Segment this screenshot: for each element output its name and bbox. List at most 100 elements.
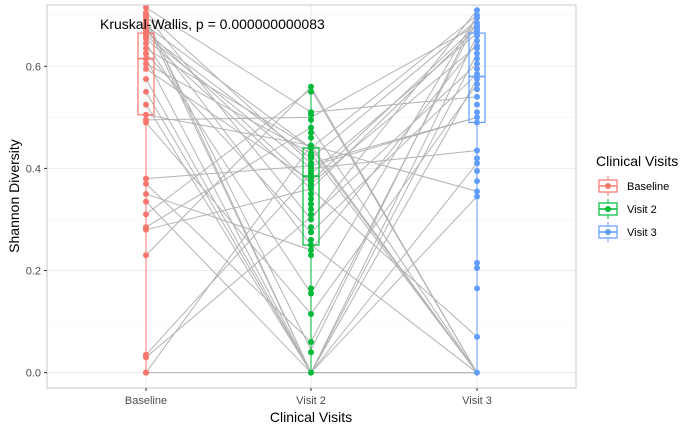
y-axis-ticks: 0.0 0.2 0.4 0.6: [26, 61, 47, 380]
data-point: [474, 65, 480, 72]
data-point: [143, 111, 149, 118]
data-point: [308, 201, 314, 208]
data-point: [474, 178, 480, 185]
data-point: [308, 88, 314, 95]
data-point: [143, 76, 149, 83]
data-points: [143, 4, 480, 376]
data-point: [474, 160, 480, 167]
data-point: [474, 193, 480, 200]
data-point: [143, 45, 149, 52]
data-point: [143, 65, 149, 72]
data-point: [143, 211, 149, 218]
legend-item: Baseline: [598, 176, 669, 196]
data-point: [474, 37, 480, 44]
data-point: [308, 369, 314, 376]
data-point: [308, 247, 314, 254]
data-point: [308, 129, 314, 136]
x-axis-label: Clinical Visits: [270, 409, 352, 425]
data-point: [308, 196, 314, 203]
legend-title: Clinical Visits: [596, 153, 678, 169]
legend-keys: Baseline Visit 2 Visit 3: [598, 176, 669, 242]
data-point: [308, 339, 314, 346]
data-point: [474, 119, 480, 126]
data-point: [143, 180, 149, 187]
data-point: [474, 285, 480, 292]
data-point: [143, 4, 149, 11]
data-point: [474, 76, 480, 83]
data-point: [143, 88, 149, 95]
data-point: [474, 114, 480, 121]
data-point: [474, 7, 480, 14]
data-point: [308, 206, 314, 213]
data-point: [474, 60, 480, 67]
data-point: [308, 252, 314, 259]
data-point: [143, 35, 149, 42]
y-tick-label: 0.6: [26, 61, 41, 73]
data-point: [308, 242, 314, 249]
data-point: [308, 216, 314, 223]
data-point: [308, 236, 314, 243]
x-tick-label: Visit 2: [296, 395, 326, 407]
data-point: [143, 369, 149, 376]
data-point: [143, 252, 149, 259]
data-point: [308, 116, 314, 123]
legend-item: Visit 2: [598, 199, 657, 219]
data-point: [308, 211, 314, 218]
data-point: [143, 354, 149, 361]
data-point: [474, 55, 480, 62]
y-axis-label: Shannon Diversity: [6, 139, 22, 253]
data-point: [143, 101, 149, 108]
legend-item: Visit 3: [598, 222, 657, 242]
data-point: [308, 134, 314, 141]
data-point: [474, 81, 480, 88]
data-point: [143, 190, 149, 197]
data-point: [308, 190, 314, 197]
data-point: [308, 83, 314, 90]
legend-key-point: [605, 206, 611, 212]
x-axis-ticks: Baseline Visit 2 Visit 3: [125, 388, 492, 407]
data-point: [143, 226, 149, 233]
data-point: [308, 155, 314, 162]
data-point: [308, 285, 314, 292]
x-tick-label: Baseline: [125, 395, 167, 407]
y-tick-label: 0.2: [26, 266, 41, 278]
data-point: [308, 229, 314, 236]
y-tick-label: 0.4: [26, 163, 41, 175]
data-point: [308, 185, 314, 192]
data-point: [308, 111, 314, 118]
data-point: [143, 198, 149, 205]
data-point: [474, 70, 480, 77]
data-point: [143, 40, 149, 47]
data-point: [308, 290, 314, 297]
data-point: [474, 14, 480, 21]
data-point: [143, 119, 149, 126]
data-point: [474, 155, 480, 162]
data-point: [474, 369, 480, 376]
data-point: [308, 124, 314, 131]
legend-label: Baseline: [627, 181, 669, 193]
data-point: [474, 50, 480, 57]
x-tick-label: Visit 3: [462, 395, 492, 407]
data-point: [474, 167, 480, 174]
data-point: [474, 264, 480, 271]
data-point: [474, 45, 480, 52]
data-point: [474, 259, 480, 266]
legend: Clinical Visits Baseline Visit 2 Visit 3: [596, 153, 678, 242]
data-point: [143, 60, 149, 67]
kruskal-wallis-annotation: Kruskal-Wallis, p = 0.000000000083: [100, 16, 325, 32]
legend-key-point: [605, 183, 611, 189]
data-point: [143, 175, 149, 182]
data-point: [474, 93, 480, 100]
data-point: [143, 55, 149, 62]
data-point: [308, 224, 314, 231]
data-point: [308, 349, 314, 356]
data-point: [308, 310, 314, 317]
data-point: [474, 188, 480, 195]
data-point: [474, 147, 480, 154]
data-point: [308, 144, 314, 151]
data-point: [474, 109, 480, 116]
legend-label: Visit 2: [627, 204, 657, 216]
data-point: [474, 32, 480, 39]
data-point: [474, 101, 480, 108]
